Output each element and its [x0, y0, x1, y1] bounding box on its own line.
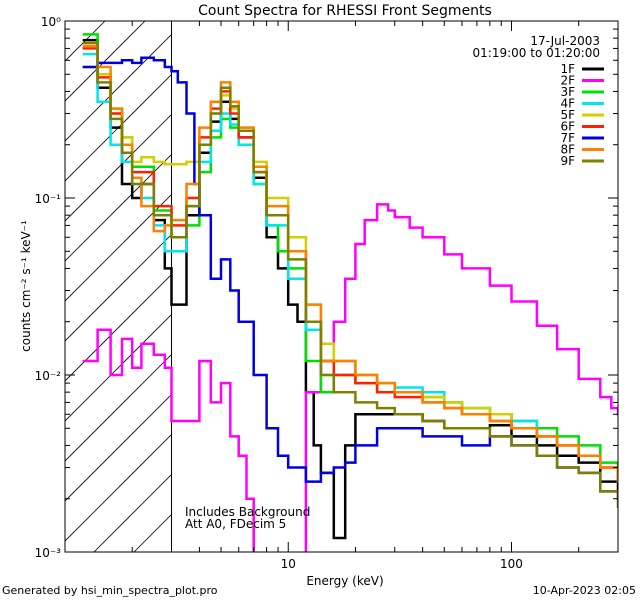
series-group: [82, 33, 618, 552]
legend-label-8F: 8F: [560, 143, 575, 157]
legend-label-6F: 6F: [560, 120, 575, 134]
annotation-background: Includes Background: [185, 505, 310, 519]
y-axis-label: counts cm⁻² s⁻¹ keV⁻¹: [19, 220, 33, 352]
time-range-label: 01:19:00 to 01:20:00: [473, 46, 600, 60]
x-axis-label: Energy (keV): [306, 574, 383, 588]
plot-frame: [64, 20, 619, 553]
timestamp-label: 10-Apr-2023 02:05: [533, 584, 636, 597]
date-label: 17-Jul-2003: [530, 34, 600, 48]
y-tick-label: 10⁻³: [35, 546, 62, 560]
legend-label-4F: 4F: [560, 97, 575, 111]
y-tick-label: 10⁰: [41, 15, 61, 29]
series-line-9F: [82, 41, 618, 509]
x-tick-label: 100: [500, 557, 523, 571]
chart-title: Count Spectra for RHESSI Front Segments: [198, 3, 492, 19]
legend-label-7F: 7F: [560, 131, 575, 145]
legend-label-5F: 5F: [560, 108, 575, 122]
hatch-line: [65, 21, 186, 142]
y-tick-label: 10⁻¹: [35, 192, 62, 206]
hatch-line: [65, 21, 226, 182]
generated-by-label: Generated by hsi_min_spectra_plot.pro: [2, 584, 218, 597]
legend-label-3F: 3F: [560, 85, 575, 99]
legend-label-2F: 2F: [560, 74, 575, 88]
series-line-2F: [82, 203, 618, 552]
y-tick-label: 10⁻²: [35, 369, 62, 383]
legend-label-9F: 9F: [560, 154, 575, 168]
legend-label-1F: 1F: [560, 62, 575, 76]
axis-ticks: 10 100 10⁰ 10⁻¹ 10⁻² 10⁻³: [35, 15, 619, 571]
annotation-attenuator: Att A0, FDecim 5: [185, 517, 286, 531]
x-tick-label: 10: [281, 557, 296, 571]
